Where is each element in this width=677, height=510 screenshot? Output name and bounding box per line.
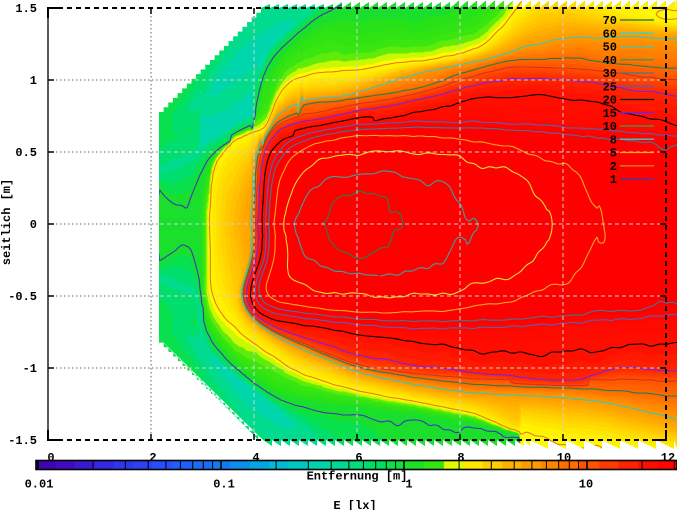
svg-text:Entfernung [m]: Entfernung [m] [307, 470, 408, 484]
svg-text:4: 4 [252, 451, 259, 465]
svg-text:0: 0 [47, 451, 54, 465]
svg-text:1: 1 [610, 173, 617, 187]
svg-text:1.5: 1.5 [15, 2, 37, 16]
svg-text:2: 2 [149, 451, 156, 465]
svg-text:-0.5: -0.5 [8, 290, 37, 304]
svg-text:40: 40 [603, 54, 617, 68]
svg-text:10: 10 [579, 478, 593, 492]
svg-text:0.5: 0.5 [15, 146, 37, 160]
svg-text:70: 70 [603, 14, 617, 28]
svg-text:1: 1 [405, 478, 412, 492]
svg-text:20: 20 [603, 94, 617, 108]
svg-text:60: 60 [603, 28, 617, 42]
svg-text:25: 25 [603, 81, 617, 95]
svg-text:10: 10 [603, 120, 617, 134]
svg-text:1: 1 [30, 74, 37, 88]
svg-text:8: 8 [457, 451, 464, 465]
svg-text:30: 30 [603, 67, 617, 81]
svg-text:50: 50 [603, 41, 617, 55]
svg-text:6: 6 [355, 451, 362, 465]
svg-text:5: 5 [610, 147, 617, 161]
svg-text:seitlich [m]: seitlich [m] [0, 179, 14, 265]
svg-text:8: 8 [610, 133, 617, 147]
svg-text:2: 2 [610, 160, 617, 174]
svg-text:-1.5: -1.5 [8, 434, 37, 448]
svg-text:0.1: 0.1 [213, 478, 235, 492]
svg-text:15: 15 [603, 107, 617, 121]
svg-text:E [lx]: E [lx] [333, 499, 376, 510]
svg-text:0.01: 0.01 [25, 478, 54, 492]
svg-text:-1: -1 [23, 362, 37, 376]
svg-text:0: 0 [30, 218, 37, 232]
